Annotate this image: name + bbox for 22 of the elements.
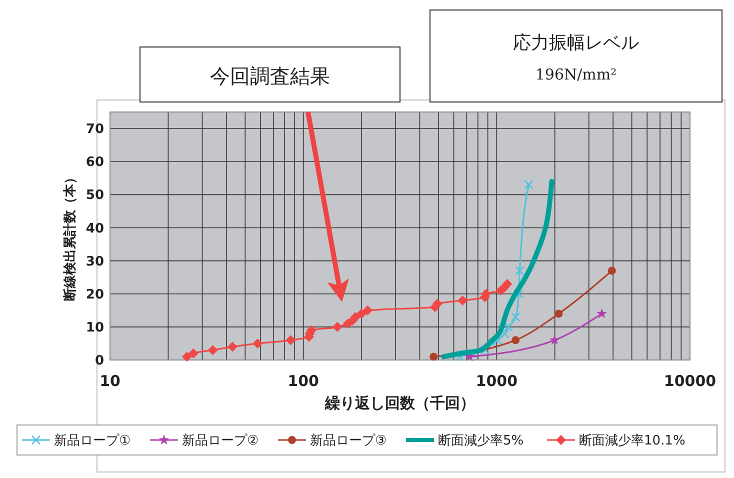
y-tick-label: 40 <box>86 221 104 236</box>
x-tick-label: 100 <box>288 372 319 390</box>
x-tick-label: 1000 <box>476 372 518 390</box>
legend-label: 断面減少率5% <box>438 432 524 449</box>
text: 今回調査結果 <box>210 64 330 88</box>
x-tick-label: 10000 <box>664 372 716 390</box>
y-tick-label: 70 <box>86 122 104 138</box>
x-axis-title: 繰り返し回数（千回） <box>324 394 475 412</box>
text: 応力振幅レベル <box>513 32 639 54</box>
legend-label: 断面減少率10.1% <box>579 432 686 449</box>
y-tick-label: 20 <box>86 287 104 302</box>
y-tick-label: 60 <box>86 155 104 170</box>
y-tick-label: 50 <box>86 188 104 204</box>
x-tick-label: 10 <box>100 372 120 390</box>
text: 196N/mm² <box>535 65 617 84</box>
y-tick-label: 30 <box>86 254 104 270</box>
legend-label: 新品ロープ② <box>182 434 259 449</box>
y-tick-label: 10 <box>86 320 104 336</box>
legend-label: 新品ロープ① <box>54 434 131 449</box>
legend-label: 新品ロープ③ <box>310 434 387 449</box>
y-axis-title: 断線検出累計数（本） <box>62 171 78 301</box>
y-tick-label: 0 <box>94 354 104 369</box>
